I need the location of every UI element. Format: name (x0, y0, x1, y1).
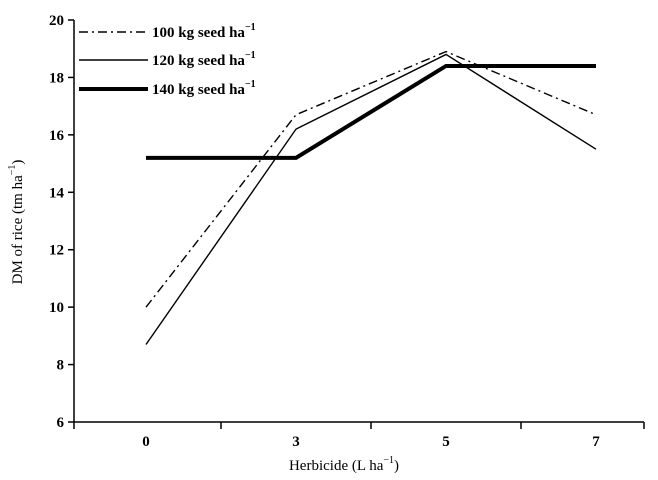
x-axis-ticks: 0 3 5 7 (73, 422, 645, 450)
legend-label-100: 100 kg seed ha−1 (152, 22, 256, 41)
legend-item-120: 120 kg seed ha−1 (79, 50, 256, 69)
y-tick-label: 6 (57, 415, 65, 431)
y-tick-label: 20 (49, 13, 64, 29)
x-tick-label: 3 (292, 434, 300, 450)
y-tick-label: 8 (57, 358, 65, 374)
y-tick-label: 12 (49, 243, 64, 259)
y-tick-label: 10 (49, 300, 64, 316)
legend: 100 kg seed ha−1 120 kg seed ha−1 140 kg… (79, 22, 256, 98)
x-tick-label: 5 (442, 434, 450, 450)
x-tick-label: 7 (592, 434, 600, 450)
x-axis-title: Herbicide (L ha−1) (289, 455, 399, 474)
y-tick-label: 18 (49, 70, 64, 86)
y-axis-ticks: 6 8 10 12 14 16 18 20 (49, 13, 74, 431)
series-line-2 (145, 53, 597, 345)
y-axis-title: DM of rice (tm ha−1) (7, 160, 26, 285)
legend-label-140: 140 kg seed ha−1 (152, 79, 256, 98)
legend-item-100: 100 kg seed ha−1 (79, 22, 256, 41)
series-line-1 (145, 50, 597, 308)
series-line-3 (146, 63, 596, 160)
y-tick-label: 16 (49, 128, 65, 144)
y-tick-label: 14 (49, 185, 65, 201)
x-tick-label: 0 (142, 434, 150, 450)
legend-label-120: 120 kg seed ha−1 (152, 50, 256, 69)
legend-item-140: 140 kg seed ha−1 (79, 79, 256, 98)
series-lines (145, 50, 597, 345)
